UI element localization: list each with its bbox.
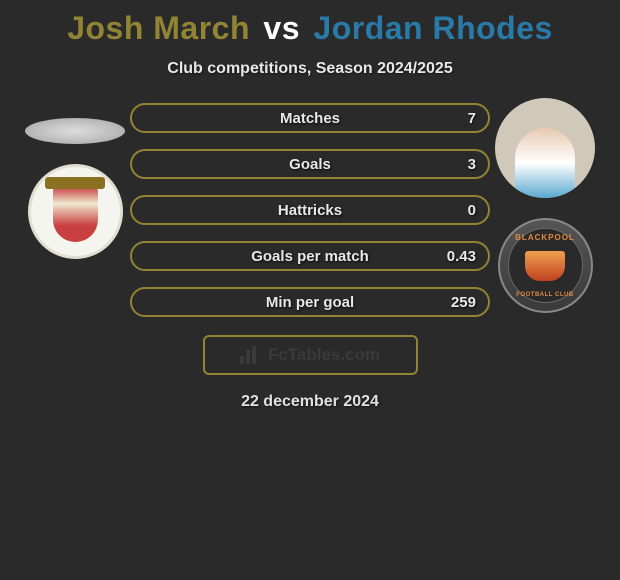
- branding-text: FcTables.com: [268, 345, 380, 365]
- comparison-title: Josh March vs Jordan Rhodes: [0, 0, 620, 52]
- stat-label: Matches: [280, 110, 340, 127]
- player1-club-badge: [28, 164, 123, 259]
- stat-label: Hattricks: [278, 202, 342, 219]
- player2-club-badge: [498, 218, 593, 313]
- branding-box: FcTables.com: [203, 335, 418, 375]
- stat-label: Goals per match: [251, 248, 369, 265]
- stat-row-matches: Matches 7: [130, 103, 490, 133]
- badge-shield: [525, 251, 565, 281]
- player1-avatar: [25, 118, 125, 144]
- stat-row-gpm: Goals per match 0.43: [130, 241, 490, 271]
- stat-value: 259: [451, 294, 476, 311]
- stat-row-mpg: Min per goal 259: [130, 287, 490, 317]
- vs-label: vs: [263, 10, 300, 46]
- content-area: Matches 7 Goals 3 Hattricks 0 Goals per …: [0, 98, 620, 317]
- stat-row-hattricks: Hattricks 0: [130, 195, 490, 225]
- stat-label: Goals: [289, 156, 331, 173]
- stat-value: 0.43: [447, 248, 476, 265]
- date-label: 22 december 2024: [0, 393, 620, 411]
- player1-name: Josh March: [67, 10, 250, 46]
- right-column: [490, 98, 600, 313]
- player2-avatar: [495, 98, 595, 198]
- badge-inner: [508, 228, 583, 303]
- player2-name: Jordan Rhodes: [313, 10, 552, 46]
- chart-icon: [240, 346, 262, 364]
- left-column: [20, 98, 130, 259]
- stats-column: Matches 7 Goals 3 Hattricks 0 Goals per …: [130, 98, 490, 317]
- stat-value: 0: [468, 202, 476, 219]
- subtitle: Club competitions, Season 2024/2025: [0, 60, 620, 78]
- stat-value: 3: [468, 156, 476, 173]
- stat-row-goals: Goals 3: [130, 149, 490, 179]
- stat-value: 7: [468, 110, 476, 127]
- stat-label: Min per goal: [266, 294, 354, 311]
